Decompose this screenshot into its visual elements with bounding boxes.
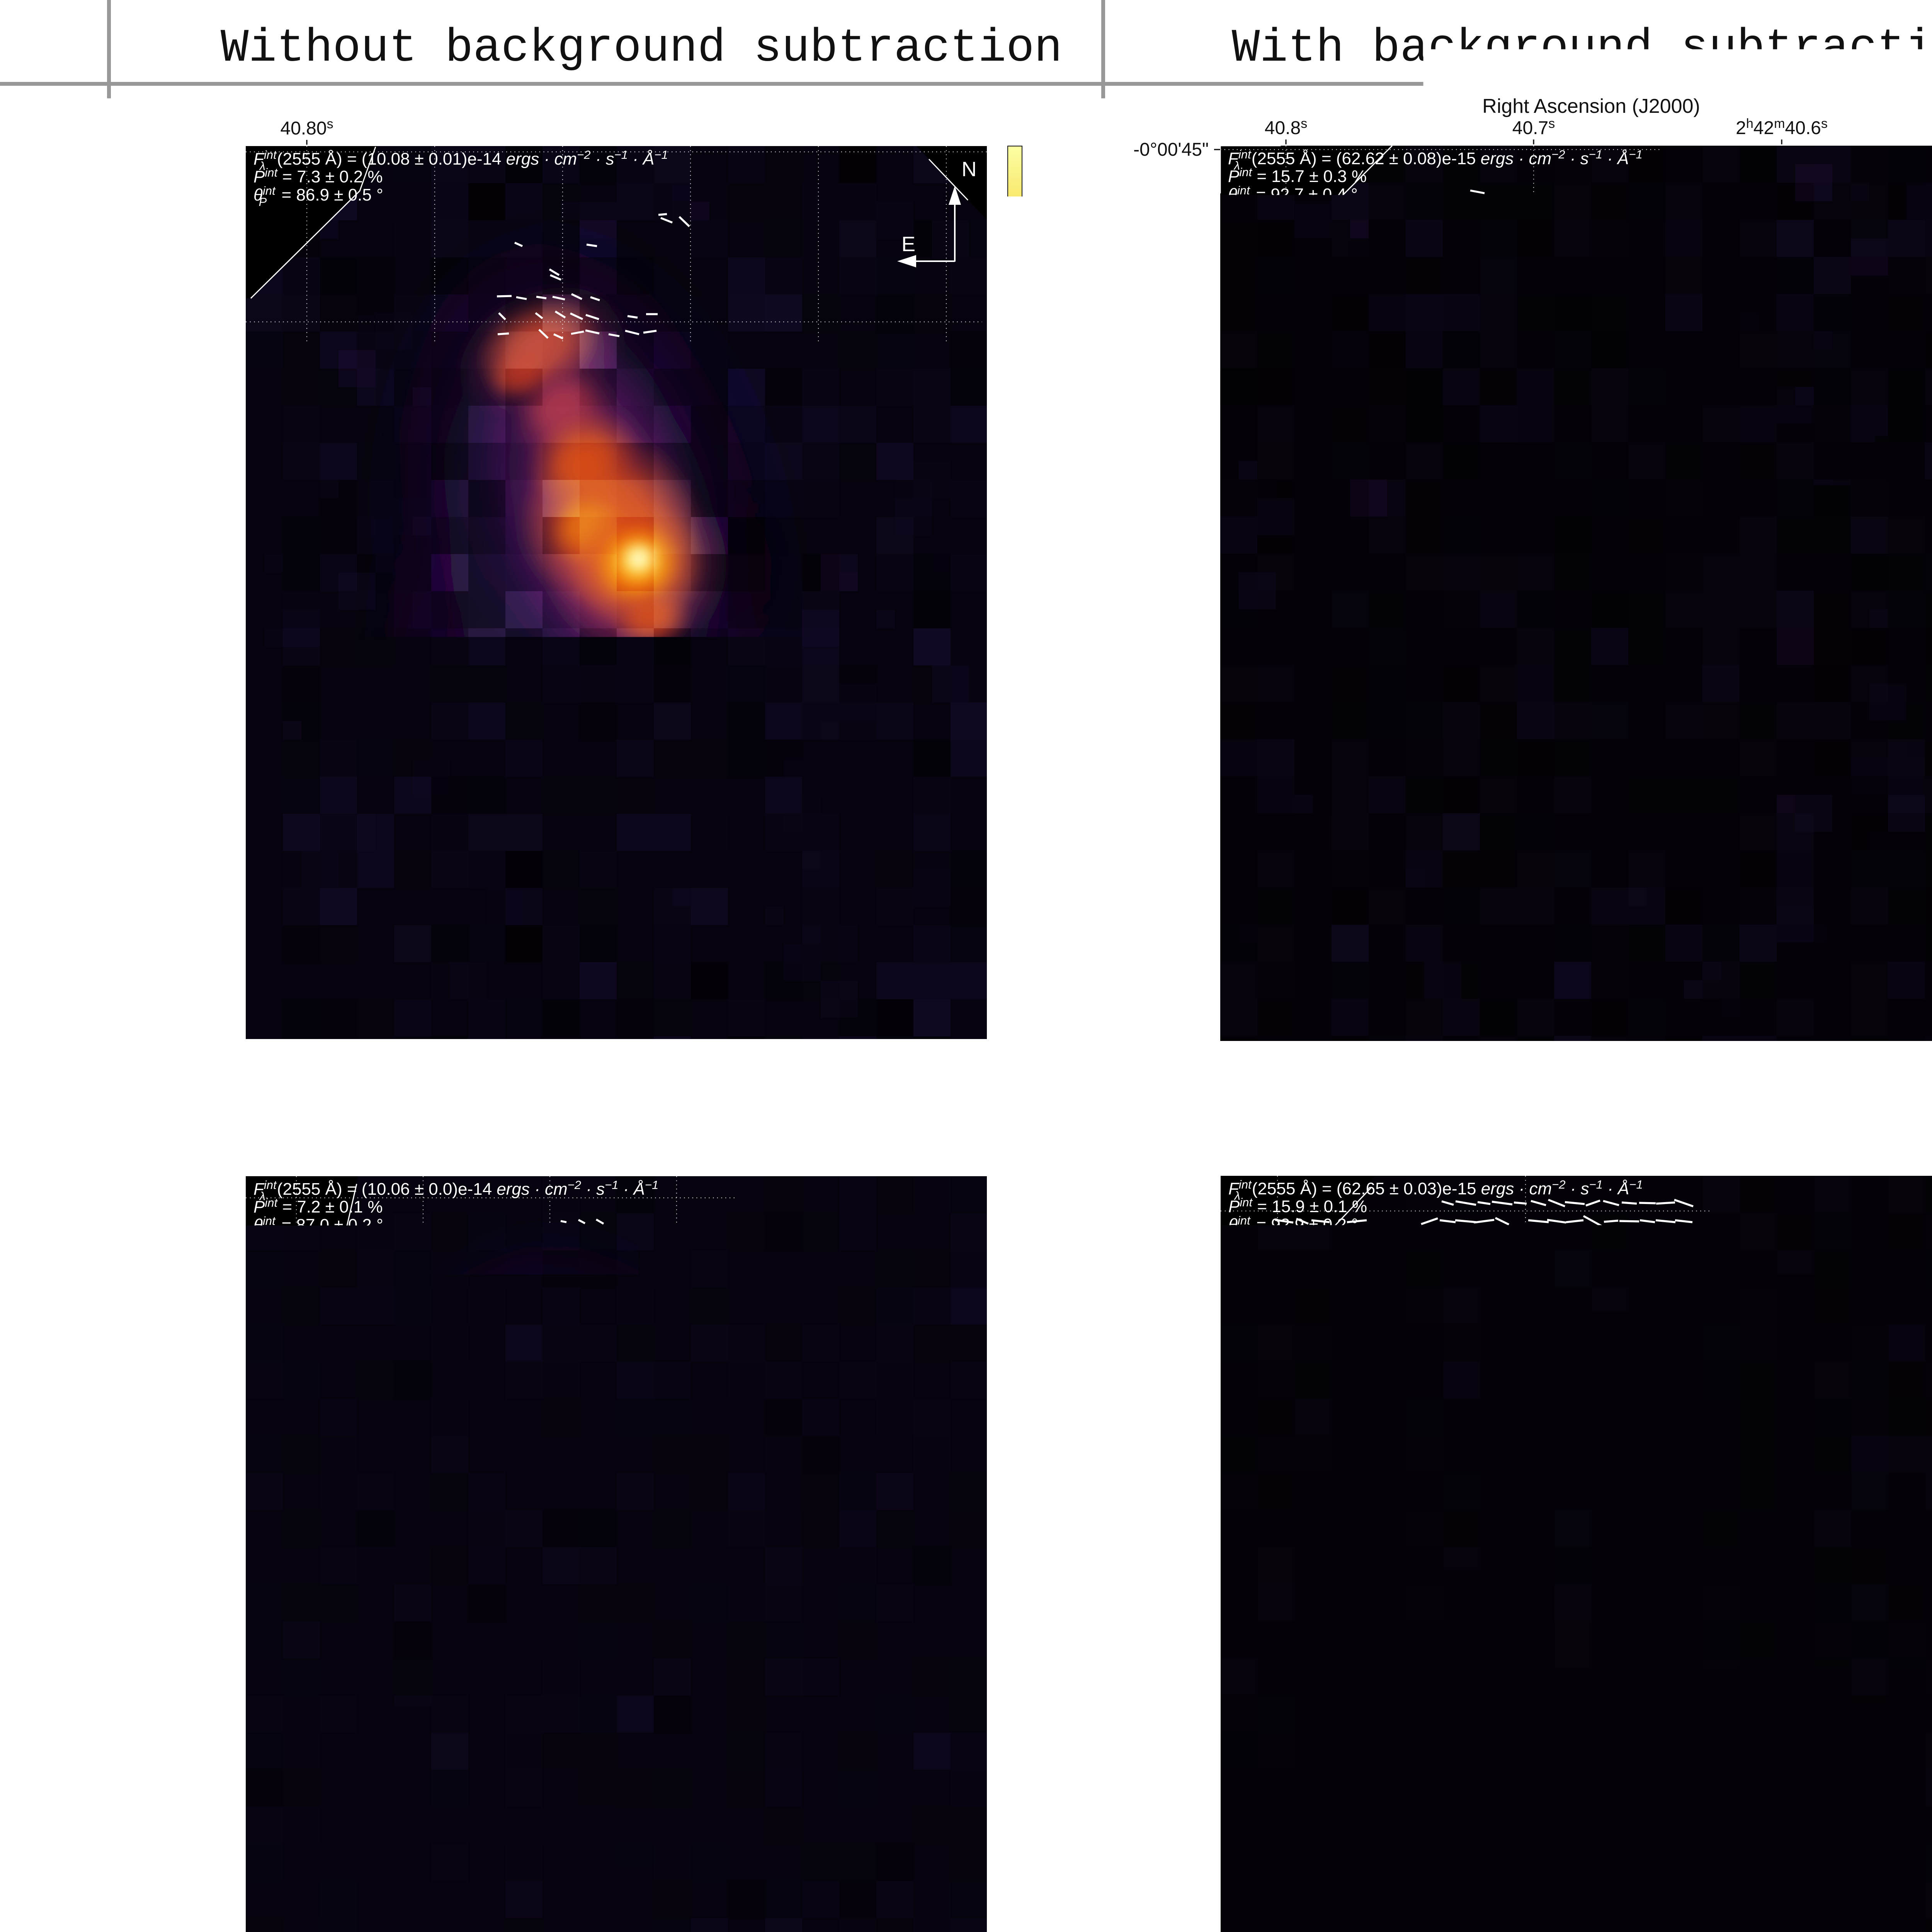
- svg-text:49": 49": [1182, 1870, 1209, 1891]
- svg-text:E: E: [1876, 232, 1890, 255]
- svg-text:1 arcsec: 1 arcsec: [1287, 1008, 1354, 1028]
- svg-text:Fλ [ergs · cm−2 · s−1 · Å−1]: Fλ [ergs · cm−2 · s−1 · Å−1]: [1069, 480, 1094, 704]
- svg-text:40.60s​: 40.60s​: [777, 1147, 830, 1169]
- svg-text:With background subtraction: With background subtraction: [1232, 22, 1932, 75]
- svg-text:N: N: [962, 158, 977, 181]
- svg-text:50": 50": [207, 992, 234, 1012]
- svg-text:P= 100%: P= 100%: [1886, 1009, 1932, 1029]
- svg-text:46": 46": [1182, 1368, 1209, 1389]
- svg-text:47": 47": [207, 1524, 234, 1544]
- svg-text:E: E: [901, 233, 915, 256]
- svg-text:47": 47": [1182, 1536, 1209, 1556]
- svg-text:40.65s​: 40.65s​: [650, 1147, 703, 1169]
- svg-text:-0°00'45": -0°00'45": [1133, 139, 1209, 160]
- svg-text:47": 47": [207, 482, 234, 502]
- svg-text:40.75s​: 40.75s​: [396, 1147, 449, 1169]
- svg-text:48": 48": [207, 1692, 234, 1712]
- svg-text:48": 48": [1182, 651, 1209, 671]
- svg-text:Without smoothing: Without smoothing: [28, 322, 81, 799]
- svg-text:-0°00'45": -0°00'45": [1134, 1201, 1209, 1221]
- svg-text:Gaussian smoothing: Gaussian smoothing: [28, 1342, 81, 1847]
- svg-text:E: E: [1876, 1262, 1890, 1286]
- svg-text:N: N: [962, 1188, 977, 1211]
- svg-text:P= 100%: P= 100%: [910, 1007, 983, 1027]
- svg-text:Right Ascension (J2000): Right Ascension (J2000): [507, 95, 725, 118]
- svg-text:40.60s​: 40.60s​: [792, 117, 845, 139]
- svg-text:Declination (J2000): Declination (J2000): [124, 506, 147, 679]
- svg-text:50": 50": [1182, 992, 1209, 1012]
- svg-text:40.70s​: 40.70s​: [536, 117, 589, 139]
- svg-text:40.75s​: 40.75s​: [408, 117, 461, 139]
- svg-text:49": 49": [207, 821, 234, 842]
- svg-text:E: E: [901, 1263, 915, 1286]
- svg-text:Right Ascension (J2000): Right Ascension (J2000): [1483, 1125, 1701, 1148]
- svg-text:49": 49": [1182, 821, 1209, 842]
- svg-text:40.80s​: 40.80s​: [270, 1147, 323, 1169]
- svg-text:48": 48": [207, 651, 234, 672]
- svg-text:Fλ [ergs · cm−2 · s−1 · Å−1]: Fλ [ergs · cm−2 · s−1 · Å−1]: [1069, 1510, 1094, 1734]
- svg-text:1 arcsec: 1 arcsec: [312, 1006, 379, 1026]
- svg-text:40.70s​: 40.70s​: [523, 1147, 576, 1169]
- svg-text:48": 48": [1182, 1703, 1209, 1723]
- svg-text:-0°00'45": -0°00'45": [159, 1188, 234, 1208]
- svg-text:Declination (J2000): Declination (J2000): [124, 1536, 147, 1709]
- svg-text:Right Ascension (J2000): Right Ascension (J2000): [507, 1126, 725, 1148]
- svg-text:Without background subtraction: Without background subtraction: [221, 22, 1062, 75]
- svg-text:Right Ascension (J2000): Right Ascension (J2000): [1482, 95, 1700, 117]
- svg-text:40.80s​: 40.80s​: [280, 117, 333, 139]
- svg-text:47": 47": [1182, 480, 1209, 501]
- svg-text:46": 46": [207, 1356, 234, 1376]
- svg-text:46": 46": [207, 312, 234, 332]
- svg-text:40.65s​: 40.65s​: [664, 117, 717, 139]
- svg-text:-0°00'45": -0°00'45": [159, 142, 234, 162]
- svg-text:49": 49": [207, 1860, 234, 1880]
- svg-text:46": 46": [1182, 310, 1209, 330]
